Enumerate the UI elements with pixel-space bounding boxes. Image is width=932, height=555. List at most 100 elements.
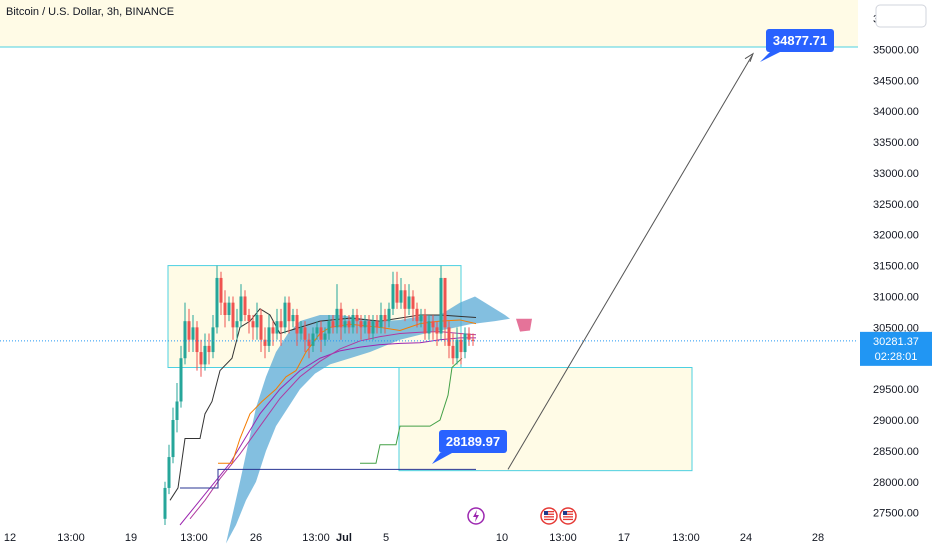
- flag-stripe: [544, 516, 554, 518]
- flag-stripe: [563, 513, 573, 515]
- candle-body: [351, 315, 355, 328]
- candle-body: [203, 345, 207, 365]
- price-tick-label: 28000.00: [873, 477, 919, 489]
- candle-body: [331, 321, 335, 328]
- candle-body: [207, 345, 211, 353]
- candle-body: [255, 315, 259, 328]
- time-tick-label: Jul: [336, 532, 352, 544]
- time-tick-label: 13:00: [302, 532, 330, 544]
- candle-body: [223, 302, 227, 315]
- candle-body: [347, 321, 351, 328]
- candle-body: [467, 333, 471, 340]
- candle-body: [387, 308, 391, 322]
- candle-body: [379, 315, 383, 328]
- candle-body: [211, 327, 215, 353]
- candle-body: [427, 321, 431, 334]
- ichimoku-cloud: [226, 296, 510, 544]
- candle-body: [219, 277, 223, 303]
- lightning-icon[interactable]: [467, 507, 485, 525]
- candle-body: [411, 296, 415, 309]
- flag-stripe: [563, 518, 573, 521]
- candle-body: [323, 333, 327, 340]
- candle-body: [415, 308, 419, 322]
- price-tick-label: 34500.00: [873, 75, 919, 87]
- time-axis: 12 13:00 19 13:00 26 13:00 Jul 5 10 13:00 17 13:00 2…: [4, 532, 824, 544]
- price-tick-label: 32500.00: [873, 199, 919, 211]
- price-tick-label: 30500.00: [873, 322, 919, 334]
- candle-body: [191, 327, 195, 340]
- candle-body: [167, 457, 171, 488]
- candle-body: [195, 327, 199, 353]
- candle-body: [319, 327, 323, 340]
- candle-body: [439, 277, 443, 334]
- candle-body: [235, 321, 239, 328]
- candle-body: [251, 321, 255, 328]
- time-tick-label: 13:00: [672, 532, 700, 544]
- candle-body: [447, 327, 451, 346]
- time-tick-label: 28: [812, 532, 824, 544]
- callout-high-pointer: [760, 52, 780, 62]
- candle-body: [443, 277, 447, 328]
- candle-body: [339, 308, 343, 328]
- candle-body: [247, 315, 251, 322]
- candle-body: [307, 339, 311, 346]
- us-flag-icon[interactable]: [559, 507, 577, 525]
- flag-stripe: [563, 511, 573, 513]
- axis-settings-button[interactable]: [875, 4, 927, 28]
- candle-body: [163, 487, 167, 519]
- candle-body: [275, 321, 279, 334]
- time-tick-label: 26: [250, 532, 262, 544]
- candle-body: [271, 327, 275, 334]
- candle-body: [327, 321, 331, 334]
- time-tick-label: 17: [618, 532, 630, 544]
- candle-body: [283, 302, 287, 328]
- current-price-value: 30281.37: [873, 336, 919, 348]
- ma-black-line: [169, 308, 477, 501]
- projection-arrow-head: [744, 52, 754, 62]
- time-tick-label: 10: [496, 532, 508, 544]
- flag-stripe: [544, 511, 554, 513]
- time-tick-label: 13:00: [549, 532, 577, 544]
- time-tick-label: 19: [125, 532, 137, 544]
- candle-body: [343, 321, 347, 328]
- candle-body: [399, 290, 403, 303]
- candle-body: [299, 327, 303, 334]
- candle-body: [227, 302, 231, 315]
- flag-canton: [563, 511, 567, 515]
- time-tick-label: 13:00: [180, 532, 208, 544]
- candle-body: [431, 321, 435, 328]
- price-tick-label: 31500.00: [873, 261, 919, 273]
- candle-body: [463, 333, 467, 353]
- flag-stripe: [544, 518, 554, 521]
- candle-body: [451, 345, 455, 359]
- price-tick-label: 34000.00: [873, 106, 919, 118]
- lightning-bolt: [473, 510, 479, 522]
- candle-body: [403, 290, 407, 309]
- callout-high-box: [766, 29, 834, 52]
- time-tick-label: 24: [740, 532, 752, 544]
- candle-body: [187, 321, 191, 340]
- us-flag-icon[interactable]: [540, 507, 558, 525]
- candle-body: [363, 321, 367, 328]
- chart-title: Bitcoin / U.S. Dollar, 3h, BINANCE: [6, 6, 175, 18]
- us-flag-icon-ring: [559, 507, 577, 525]
- price-tick-label: 27500.00: [873, 508, 919, 520]
- flag-stripe: [544, 513, 554, 515]
- target-zone-band: [0, 0, 858, 47]
- candle-body: [359, 321, 363, 328]
- price-tick-label: 33500.00: [873, 137, 919, 149]
- time-tick-label: 13:00: [57, 532, 85, 544]
- candle-body: [367, 321, 371, 334]
- candle-body: [239, 296, 243, 322]
- price-tick-label: 32000.00: [873, 230, 919, 242]
- candle-body: [179, 358, 183, 402]
- callout-low-box: [439, 430, 507, 453]
- candle-body: [355, 315, 359, 322]
- candles: [163, 265, 475, 525]
- time-tick-label: 12: [4, 532, 16, 544]
- ma-green-line: [360, 357, 463, 464]
- candle-body: [279, 321, 283, 328]
- candle-body: [459, 339, 463, 353]
